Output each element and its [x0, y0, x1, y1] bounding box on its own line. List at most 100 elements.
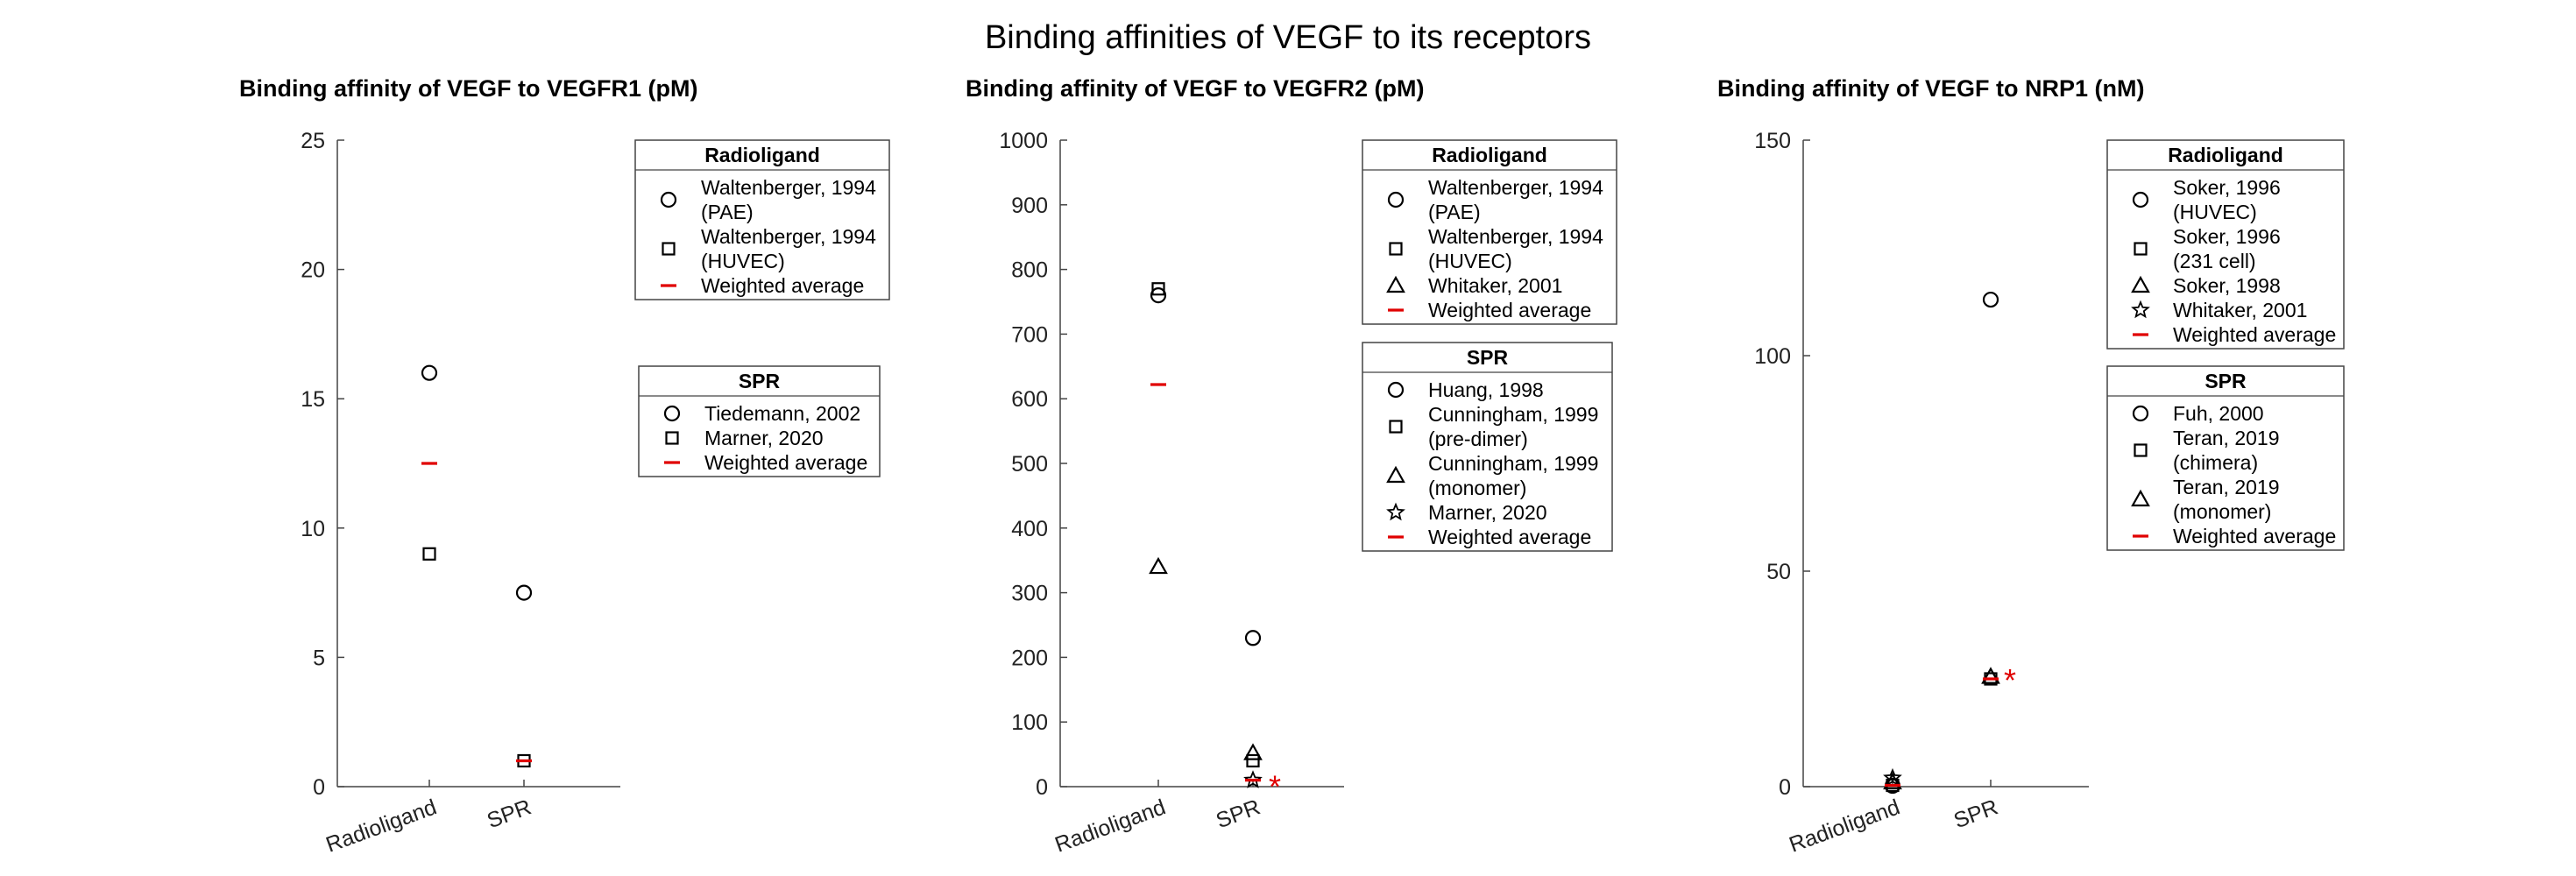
y-tick-label: 150	[1754, 129, 1791, 153]
legend-marker-triangle	[1386, 465, 1405, 484]
legend-marker-square	[662, 242, 676, 256]
legend-title: Radioligand	[2168, 144, 2283, 166]
legend-marker-star	[2131, 300, 2150, 319]
legend-entry-label: (monomer)	[2173, 500, 2271, 523]
panel-vegfr1: Binding affinity of VEGF to VEGFR1 (pM) 0…	[239, 75, 890, 858]
legend-box: Radioligand Waltenberger, 1994(PAE)Walten…	[634, 139, 890, 300]
legend-title: Radioligand	[1432, 144, 1547, 166]
legend-entry-label: Weighted average	[1428, 526, 1591, 548]
y-tick-label: 600	[1011, 387, 1048, 412]
legend-entry-label: Waltenberger, 1994	[1428, 225, 1603, 248]
data-point-square	[1151, 282, 1165, 296]
data-point-circle	[1982, 291, 1999, 308]
legend-entry-label: (PAE)	[1428, 201, 1481, 223]
legend-entry-label: (chimera)	[2173, 451, 2258, 474]
y-tick-label: 900	[1011, 194, 1048, 218]
legend-marker-square	[2134, 242, 2148, 256]
x-tick-label: SPR	[1950, 795, 2001, 833]
legend-marker-circle	[663, 405, 681, 422]
x-tick-label: SPR	[484, 795, 534, 833]
legend-marker-triangle	[2131, 489, 2150, 507]
figure-title: Binding affinities of VEGF to its recept…	[985, 19, 1591, 56]
legend-marker-square	[665, 431, 679, 445]
legend-entry-label: (HUVEC)	[1428, 250, 1512, 272]
legend-entry-label: Cunningham, 1999	[1428, 403, 1598, 426]
legend-entry-label: (HUVEC)	[2173, 201, 2257, 223]
legend-entry-label: Weighted average	[704, 451, 867, 474]
data-point-circle	[515, 584, 533, 601]
legend-title: SPR	[739, 370, 781, 392]
legend-entry-label: Teran, 2019	[2173, 476, 2279, 498]
data-point-triangle	[1981, 667, 2000, 684]
panel-title: Binding affinity of VEGF to NRP1 (nM)	[1717, 75, 2144, 102]
legend-marker-circle	[2132, 191, 2149, 208]
panel-title: Binding affinity of VEGF to VEGFR2 (pM)	[966, 75, 1424, 102]
y-tick-label: 100	[1011, 710, 1048, 735]
legend-entry-label: Teran, 2019	[2173, 427, 2279, 449]
panel-nrp1: Binding affinity of VEGF to NRP1 (nM) 0 50…	[1717, 75, 2345, 858]
legend-entry-label: Soker, 1998	[2173, 274, 2281, 297]
legend-entry-label: (231 cell)	[2173, 250, 2256, 272]
legend-entry-label: Soker, 1996	[2173, 176, 2281, 199]
legend-entry-label: Cunningham, 1999	[1428, 452, 1598, 475]
legend-entry-label: Fuh, 2000	[2173, 402, 2264, 425]
legend-entry-label: Weighted average	[1428, 299, 1591, 321]
y-tick-label: 25	[301, 129, 325, 153]
y-tick-label: 0	[1779, 775, 1791, 800]
legend-marker-circle	[1387, 191, 1405, 208]
data-point-circle	[1150, 287, 1167, 304]
legend-frame	[634, 139, 890, 300]
x-tick-label: Radioligand	[1051, 795, 1169, 857]
legend-entry-label: Soker, 1996	[2173, 225, 2281, 248]
legend-entry-label: Waltenberger, 1994	[701, 176, 876, 199]
legend-marker-circle	[660, 191, 677, 208]
legend-entry-label: (pre-dimer)	[1428, 427, 1528, 450]
y-tick-label: 400	[1011, 517, 1048, 541]
legend-entry-label: (monomer)	[1428, 477, 1526, 499]
y-tick-label: 50	[1766, 560, 1791, 584]
legend-entry-label: (HUVEC)	[701, 250, 785, 272]
data-point-square	[1246, 753, 1260, 768]
legend-title: SPR	[2204, 370, 2247, 392]
y-tick-label: 0	[1036, 775, 1048, 800]
x-tick-label: Radioligand	[1786, 795, 1903, 857]
legend-box: Radioligand Soker, 1996(HUVEC)Soker, 1996…	[2106, 139, 2345, 350]
legend-marker-square	[1389, 420, 1403, 434]
y-tick-label: 1000	[999, 129, 1048, 153]
legend-entry-label: Huang, 1998	[1428, 378, 1544, 401]
legend-entry-label: Weighted average	[2173, 525, 2336, 548]
data-point-triangle	[1243, 743, 1263, 760]
data-point-triangle	[1149, 556, 1168, 575]
x-tick-label: Radioligand	[322, 795, 440, 857]
y-tick-label: 10	[301, 517, 325, 541]
data-point-star	[1243, 770, 1263, 788]
data-point-square	[422, 547, 436, 561]
legend-marker-triangle	[2131, 275, 2150, 293]
y-tick-label: 800	[1011, 258, 1048, 283]
legend-entry-label: (PAE)	[701, 201, 754, 223]
legend-entry-label: Marner, 2020	[1428, 501, 1547, 524]
y-tick-label: 700	[1011, 322, 1048, 347]
y-tick-label: 5	[313, 646, 325, 670]
legend-entry-label: Tiedemann, 2002	[704, 402, 860, 425]
y-tick-label: 100	[1754, 344, 1791, 369]
legend-marker-star	[1386, 502, 1405, 521]
legend-entry-label: Whitaker, 2001	[1428, 274, 1562, 297]
panel-vegfr2: Binding affinity of VEGF to VEGFR2 (pM) 0…	[966, 75, 1617, 858]
legend-frame	[1362, 342, 1613, 552]
data-point-star	[1883, 767, 1902, 787]
y-tick-label: 15	[301, 387, 325, 412]
legend-title: Radioligand	[704, 144, 820, 166]
y-tick-label: 20	[301, 258, 325, 283]
y-tick-label: 200	[1011, 646, 1048, 670]
legend-marker-square	[1389, 242, 1403, 256]
legend-marker-circle	[1387, 381, 1405, 399]
y-tick-label: 0	[313, 775, 325, 800]
legend-entry-label: Waltenberger, 1994	[1428, 176, 1603, 199]
legend-frame	[1362, 139, 1617, 325]
significance-asterisk: *	[1269, 769, 1281, 805]
legend-marker-square	[2134, 443, 2148, 457]
legend-frame	[2106, 365, 2345, 551]
